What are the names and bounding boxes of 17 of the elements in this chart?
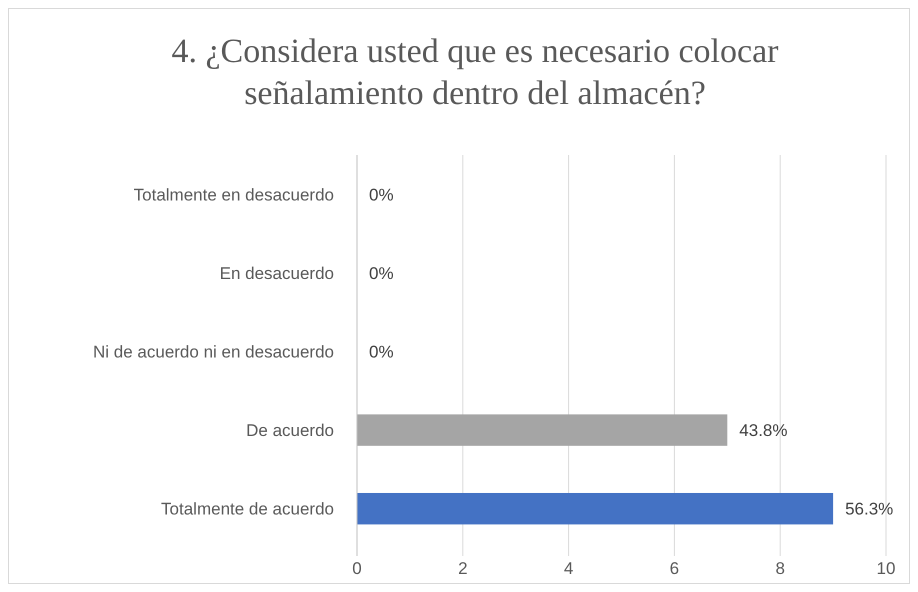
chart-title: 4. ¿Considera usted que es necesario colocar señalamiento dentro del almacén? [171, 33, 780, 112]
annotation: 43.8% [739, 421, 788, 440]
x-tick-label: 4 [564, 559, 574, 578]
y-tick-label: De acuerdo [246, 421, 334, 440]
y-tick-label: En desacuerdo [220, 264, 334, 283]
annotation: 0% [369, 264, 394, 283]
annotation: 56.3% [845, 500, 894, 519]
x-tick-label: 8 [775, 559, 785, 578]
y-tick-label: Totalmente en desacuerdo [134, 185, 334, 204]
x-tick-label: 0 [352, 559, 362, 578]
x-tick-label: 6 [670, 559, 680, 578]
y-tick-label: Totalmente de acuerdo [161, 500, 334, 519]
annotation: 0% [369, 185, 394, 204]
annotation: 0% [369, 342, 394, 362]
x-tick-label: 2 [458, 559, 468, 578]
y-tick-label: Ni de acuerdo ni en desacuerdo [93, 342, 334, 362]
x-tick-label: 10 [876, 559, 896, 578]
